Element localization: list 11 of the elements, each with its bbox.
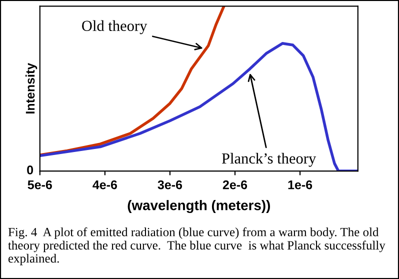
y-axis-title: Intensity [25, 62, 38, 114]
x-tick-label: 1e-6 [288, 180, 312, 190]
x-axis-title: (wavelength (meters)) [128, 200, 270, 214]
annotation: Planck’s theory [222, 152, 316, 167]
x-tick-label: 4e-6 [92, 180, 117, 190]
x-tick-label: 5e-6 [28, 180, 52, 190]
x-tick-label: 2e-6 [222, 180, 248, 190]
text: 0 [27, 166, 34, 174]
annotation: Old theory [82, 20, 148, 34]
caption: Fig. 4 A plot of emitted radiation (blue curve) from a warm body. The old theory predicted the red curve. The blue curve is what Planck successfully explained. [8, 227, 386, 266]
x-tick-label: 3e-6 [158, 180, 182, 190]
